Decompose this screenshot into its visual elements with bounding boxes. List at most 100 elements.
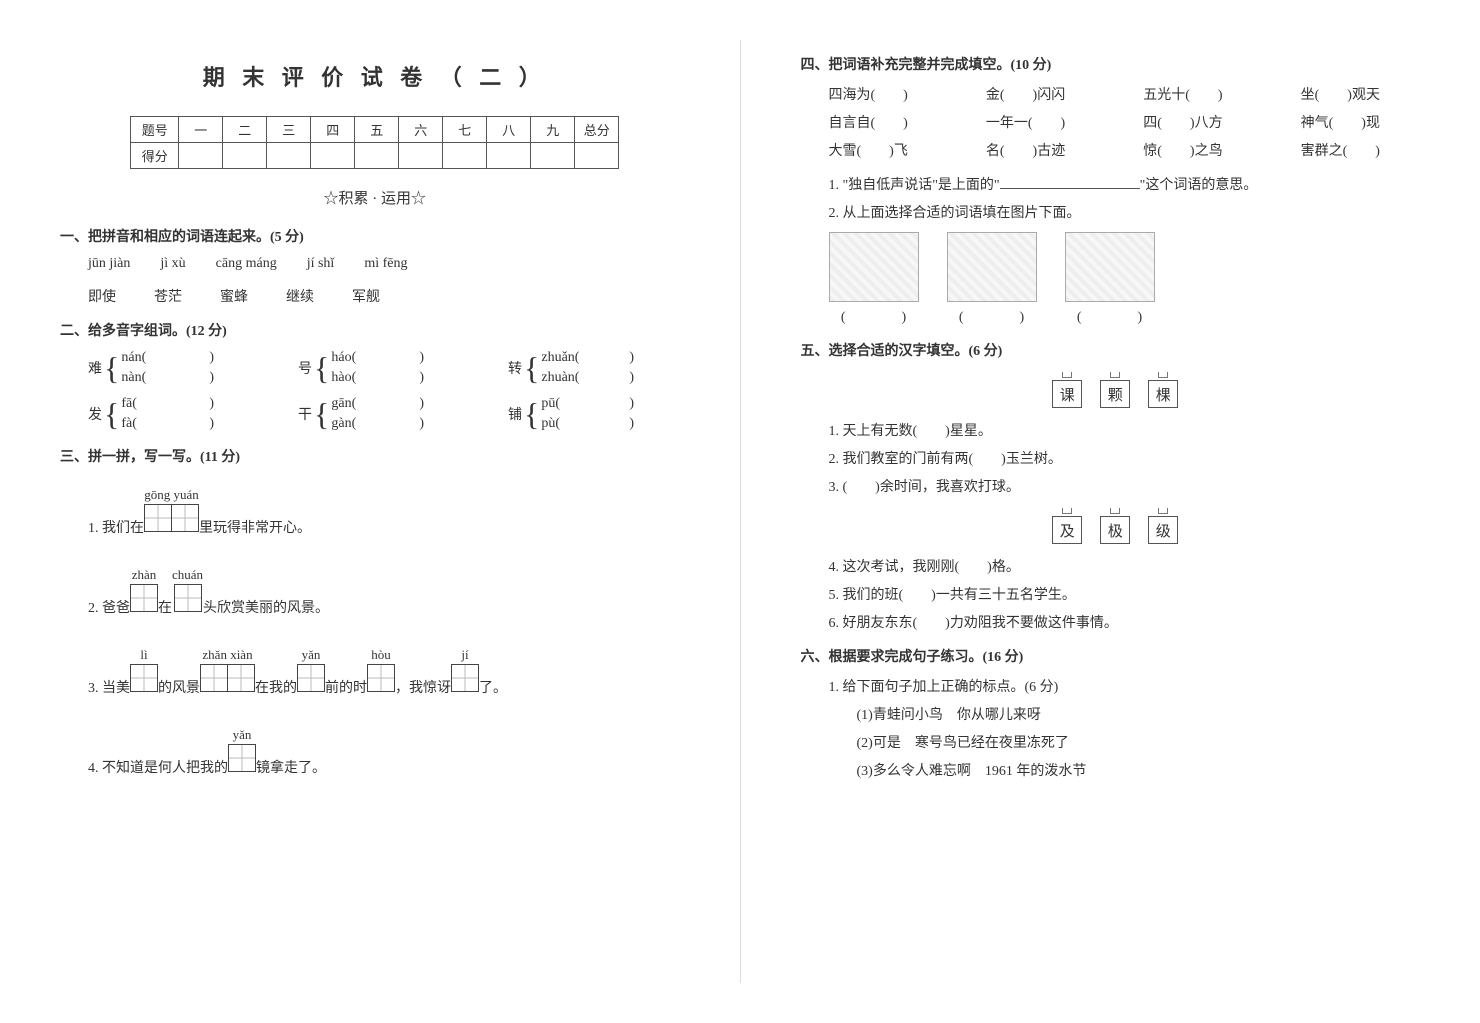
pinyin-label: yǎn	[228, 728, 256, 742]
image-caption: ( )	[841, 306, 906, 326]
right-column: 四、把词语补充完整并完成填空。(10 分) 四海为( )金( )闪闪五光十( )…	[741, 0, 1480, 1023]
pron-item: pù()	[541, 416, 634, 432]
pinyin-label: yǎn	[297, 648, 325, 662]
text: 1. "独自低声说话"是上面的"	[829, 178, 1000, 193]
image-row: ( ) ( ) ( )	[801, 232, 1431, 326]
polyphone-item: 铺{pū()pù()	[508, 396, 658, 432]
tianzi-box	[171, 504, 199, 532]
brace-icon: {	[314, 352, 329, 384]
tianzi-group: lì	[130, 648, 158, 706]
sec5-q6: 6. 好朋友东东( )力劝阻我不要做这件事情。	[801, 612, 1431, 632]
polyphone-item: 号{háo()hào()	[298, 350, 448, 386]
text: 里玩得非常开心。	[199, 521, 311, 536]
char-choice: 及	[1052, 508, 1082, 544]
sec6-sub1: 1. 给下面句子加上正确的标点。(6 分)	[801, 676, 1431, 696]
polyphone-item: 难{nán()nàn()	[88, 350, 238, 386]
blank-line	[1000, 175, 1140, 189]
score-col: 八	[487, 117, 531, 143]
sec4-sub2: 2. 从上面选择合适的词语填在图片下面。	[801, 202, 1431, 222]
tianzi-group: yǎn	[297, 648, 325, 706]
char-choice: 颗	[1100, 372, 1130, 408]
tianzi-group: chuán	[172, 568, 203, 626]
tianzi-group: zhǎn xiàn	[200, 648, 255, 706]
word-item: 蜜蜂	[220, 286, 248, 306]
score-col: 总分	[575, 117, 619, 143]
tianzi-box	[130, 584, 158, 612]
word-item: 继续	[286, 286, 314, 306]
polyphone-item: 干{gān()gàn()	[298, 396, 448, 432]
idiom-grid: 四海为( )金( )闪闪五光十( )坐( )观天自言自( )一年一( )四( )…	[801, 84, 1431, 160]
word-item: 即使	[88, 286, 116, 306]
pron-list: háo() hào()	[331, 350, 424, 386]
hanzi: 干	[298, 404, 312, 424]
score-col: 四	[311, 117, 355, 143]
pron-list: zhuǎn()zhuàn()	[541, 350, 634, 386]
char-box: 课	[1052, 380, 1082, 408]
text: 在我的	[255, 681, 297, 696]
image-placeholder	[1065, 232, 1155, 302]
sec6-s3: (3)多么令人难忘啊 1961 年的泼水节	[801, 760, 1431, 780]
text: 2. 爸爸	[88, 601, 130, 616]
char-choice: 课	[1052, 372, 1082, 408]
score-col: 五	[355, 117, 399, 143]
pron-item: zhuàn()	[541, 370, 634, 386]
tianzi-group: hòu	[367, 648, 395, 706]
pron-item: háo()	[331, 350, 424, 366]
char-box: 级	[1148, 516, 1178, 544]
tianzi-box	[228, 744, 256, 772]
idiom-item: 一年一( )	[986, 112, 1115, 132]
score-table: 题号 一 二 三 四 五 六 七 八 九 总分 得分	[130, 116, 619, 169]
tick-icon	[1062, 508, 1072, 514]
section-6-title: 六、根据要求完成句子练习。(16 分)	[801, 646, 1431, 666]
pron-item: gàn()	[331, 416, 424, 432]
sec4-sub1: 1. "独自低声说话"是上面的""这个词语的意思。	[801, 174, 1431, 194]
pinyin-label: zhǎn xiàn	[200, 648, 255, 662]
idiom-item: 害群之( )	[1301, 140, 1430, 160]
hanzi: 难	[88, 358, 102, 378]
image-placeholder	[947, 232, 1037, 302]
pron-item: gān()	[331, 396, 424, 412]
sec5-q4: 4. 这次考试，我刚刚( )格。	[801, 556, 1431, 576]
hanzi: 铺	[508, 404, 522, 424]
image-placeholder	[829, 232, 919, 302]
brace-icon: {	[104, 398, 119, 430]
text: 的风景	[158, 681, 200, 696]
idiom-item: 自言自( )	[829, 112, 958, 132]
char-choice-row-1: 课颗棵	[801, 372, 1431, 408]
tianzi-box	[144, 504, 172, 532]
pinyin-item: jì xù	[160, 256, 185, 272]
section-4-title: 四、把词语补充完整并完成填空。(10 分)	[801, 54, 1431, 74]
tianzi-box	[297, 664, 325, 692]
image-slot: ( )	[947, 232, 1037, 326]
char-box: 及	[1052, 516, 1082, 544]
word-item: 军舰	[352, 286, 380, 306]
char-choice: 级	[1148, 508, 1178, 544]
text: 前的时	[325, 681, 367, 696]
pinyin-label: zhàn	[130, 568, 158, 582]
text: 镜拿走了。	[256, 761, 326, 776]
score-col: 二	[223, 117, 267, 143]
idiom-item: 名( )古迹	[986, 140, 1115, 160]
tianzi-box	[174, 584, 202, 612]
table-row: 题号 一 二 三 四 五 六 七 八 九 总分	[131, 117, 619, 143]
page-title: 期 末 评 价 试 卷 （ 二 ）	[60, 60, 690, 92]
idiom-item: 惊( )之鸟	[1143, 140, 1272, 160]
tick-icon	[1110, 372, 1120, 378]
char-box: 颗	[1100, 380, 1130, 408]
q3-line-1: 1. 我们在gōng yuán里玩得非常开心。	[60, 488, 690, 546]
q3-line-2: 2. 爸爸zhàn在chuán头欣赏美丽的风景。	[60, 568, 690, 626]
word-item: 苍茫	[154, 286, 182, 306]
pron-item: hào()	[331, 370, 424, 386]
tianzi-box	[451, 664, 479, 692]
text: 头欣赏美丽的风景。	[203, 601, 329, 616]
pron-item: nàn()	[121, 370, 214, 386]
pinyin-item: jūn jiàn	[88, 256, 130, 272]
word-row: 即使 苍茫 蜜蜂 继续 军舰	[60, 286, 690, 306]
polyphone-block: 难{nán()nàn()号{háo()hào()转{zhuǎn()zhuàn()…	[60, 350, 690, 432]
pron-list: nán()nàn()	[121, 350, 214, 386]
pron-item: fà()	[121, 416, 214, 432]
idiom-item: 金( )闪闪	[986, 84, 1115, 104]
tianzi-box	[227, 664, 255, 692]
tianzi-group: gōng yuán	[144, 488, 199, 546]
section-5-title: 五、选择合适的汉字填空。(6 分)	[801, 340, 1431, 360]
